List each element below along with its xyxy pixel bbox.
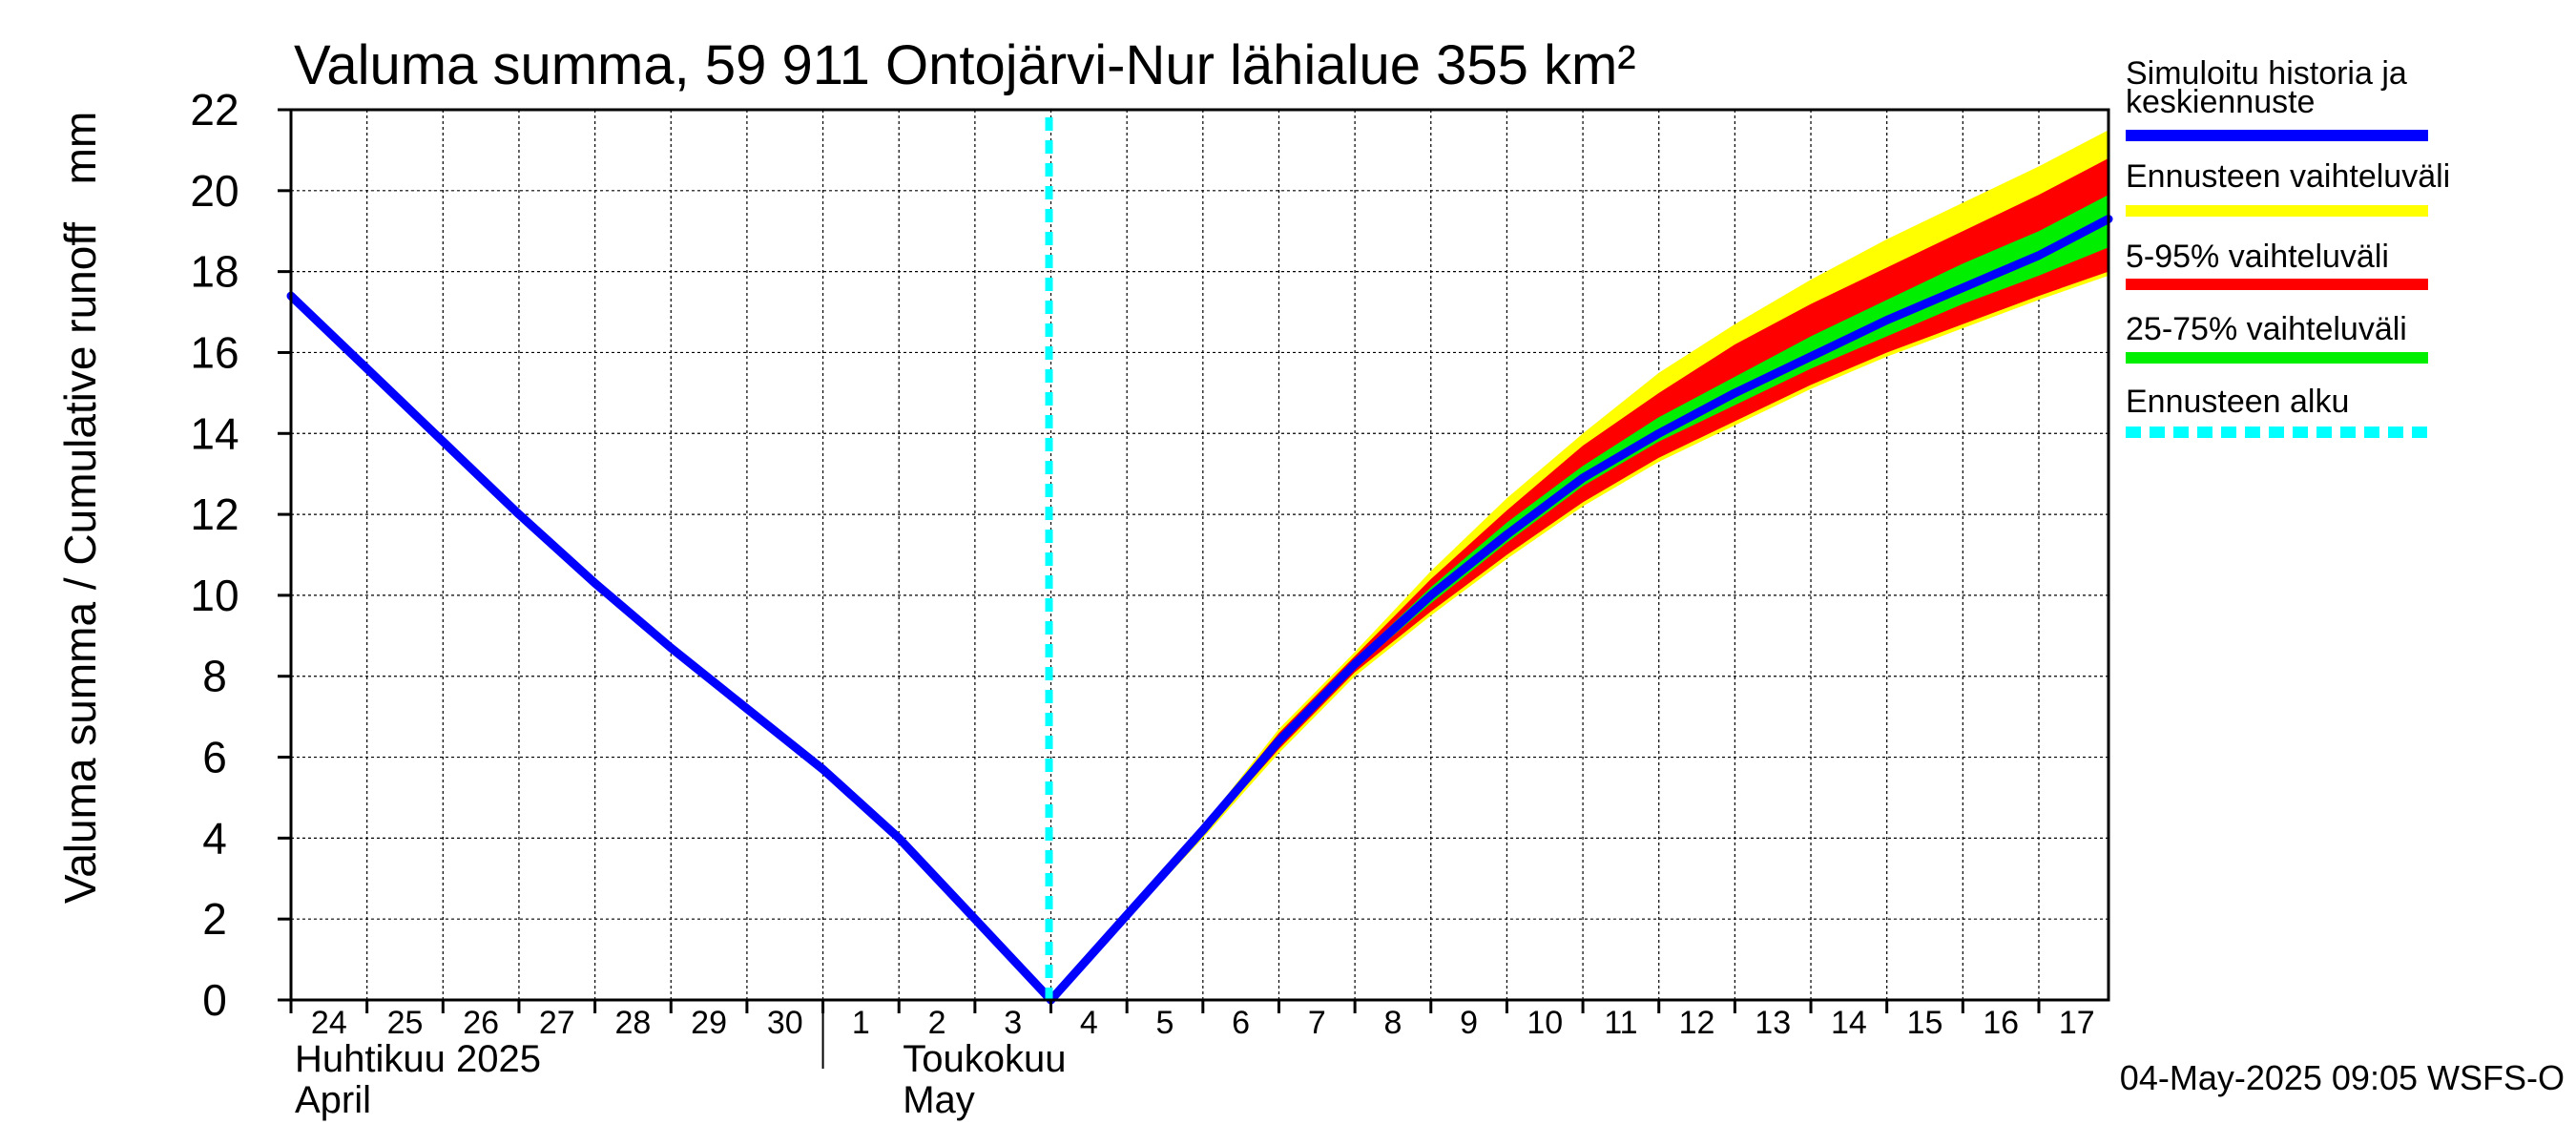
x-tick-label: 27 — [539, 1005, 575, 1041]
legend-label: Simuloitu historia ja — [2126, 55, 2407, 92]
month-label-en: May — [903, 1079, 975, 1121]
y-tick-label: 16 — [190, 327, 239, 377]
x-tick-label: 9 — [1460, 1005, 1478, 1041]
plot-frame — [289, 108, 2110, 1002]
legend-label: Ennusteen alku — [2126, 384, 2349, 420]
chart-title: Valuma summa, 59 911 Ontojärvi-Nur lähia… — [294, 34, 1636, 96]
x-tick-label: 24 — [311, 1005, 347, 1041]
x-tick-label: 13 — [1755, 1005, 1791, 1041]
y-tick-label: 8 — [202, 652, 227, 701]
month-label: Huhtikuu 2025 — [295, 1038, 541, 1080]
month-label-en: April — [295, 1079, 371, 1121]
legend-label: Ennusteen vaihteluväli — [2126, 158, 2450, 195]
x-tick-label: 8 — [1383, 1005, 1402, 1041]
x-tick-label: 26 — [463, 1005, 499, 1041]
legend-label: 25-75% vaihteluväli — [2126, 311, 2407, 347]
series-lines — [286, 117, 2113, 1005]
legend-label-line2: keskiennuste — [2126, 84, 2315, 120]
x-tick-label: 10 — [1527, 1005, 1563, 1041]
y-tick-label: 0 — [202, 975, 227, 1025]
x-tick-label: 17 — [2059, 1005, 2095, 1041]
x-tick-label: 14 — [1831, 1005, 1867, 1041]
x-tick-label: 12 — [1679, 1005, 1715, 1041]
y-tick-label: 22 — [190, 85, 239, 135]
x-tick-label: 25 — [387, 1005, 424, 1041]
x-tick-label: 15 — [1907, 1005, 1943, 1041]
x-tick-label: 11 — [1604, 1005, 1637, 1041]
x-tick-label: 16 — [1983, 1005, 2019, 1041]
y-axis-label: Valuma summa / Cumulative runoff — [55, 222, 105, 904]
x-tick-label: 3 — [1004, 1005, 1022, 1041]
y-tick-label: 14 — [190, 408, 239, 458]
x-tick-label: 6 — [1232, 1005, 1250, 1041]
x-tick-label: 2 — [928, 1005, 946, 1041]
y-tick-label: 6 — [202, 733, 227, 782]
x-tick-label: 5 — [1156, 1005, 1174, 1041]
forecast-bands — [1050, 130, 2109, 1001]
x-tick-label: 29 — [691, 1005, 727, 1041]
month-label: Toukokuu — [903, 1038, 1066, 1080]
x-tick-label: 1 — [852, 1005, 870, 1041]
y-tick-label: 4 — [202, 813, 227, 863]
y-tick-label: 2 — [202, 894, 227, 944]
x-tick-label: 7 — [1308, 1005, 1326, 1041]
y-tick-label: 10 — [190, 571, 239, 620]
timestamp-footer: 04-May-2025 09:05 WSFS-O — [2120, 1058, 2565, 1097]
x-tick-label: 30 — [767, 1005, 803, 1041]
y-tick-label: 12 — [190, 489, 239, 539]
band-5-95-vaihteluv-li — [1050, 157, 2109, 1000]
median-forecast-line — [1047, 215, 2113, 1005]
x-tick-label: 4 — [1080, 1005, 1098, 1041]
y-axis-unit: mm — [55, 112, 105, 185]
y-tick-label: 20 — [190, 166, 239, 216]
y-tick-label: 18 — [190, 247, 239, 297]
history-line — [286, 291, 1055, 1005]
x-tick-label: 28 — [615, 1005, 652, 1041]
legend-label: 5-95% vaihteluväli — [2126, 239, 2389, 275]
